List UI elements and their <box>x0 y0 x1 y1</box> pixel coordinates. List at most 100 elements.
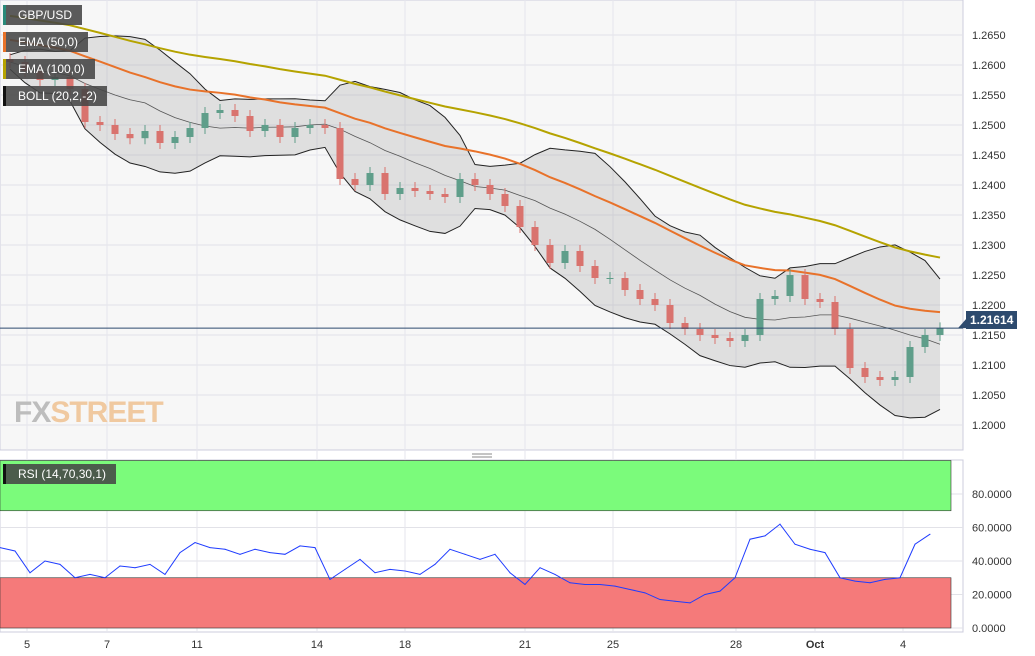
rsi-point <box>869 582 871 584</box>
rsi-point <box>419 573 421 575</box>
candle-body <box>486 185 494 194</box>
rsi-label[interactable]: RSI (14,70,30,1) <box>3 464 117 484</box>
candle-body <box>441 194 449 197</box>
rsi-point <box>449 548 451 550</box>
candle-body <box>771 296 779 299</box>
rsi-point <box>164 573 166 575</box>
candle-body <box>336 128 344 179</box>
rsi-point <box>59 563 61 565</box>
fxstreet-watermark: FXSTREET <box>14 396 164 429</box>
ema50-label[interactable]: EMA (50,0) <box>3 32 89 52</box>
x-tick-label: 25 <box>607 639 619 651</box>
rsi-point <box>209 547 211 549</box>
rsi-point <box>389 568 391 570</box>
candle-body <box>681 323 689 329</box>
y-tick-label: 1.2200 <box>972 300 1006 312</box>
candle-body <box>711 335 719 338</box>
candle-body <box>621 278 629 290</box>
candle-body <box>876 377 884 380</box>
rsi-point <box>599 583 601 585</box>
candle-body <box>141 131 149 139</box>
candle-body <box>276 125 284 137</box>
rsi-point <box>314 547 316 549</box>
candle-body <box>66 77 74 89</box>
candle-body <box>561 251 569 263</box>
candle-body <box>246 116 254 131</box>
rsi-y-tick-label: 0.0000 <box>972 623 1006 635</box>
rsi-point <box>254 548 256 550</box>
ema100-line <box>9 14 941 259</box>
rsi-point <box>914 543 916 545</box>
candle-body <box>861 368 869 377</box>
candle-body <box>666 305 674 323</box>
candle-body <box>366 173 374 185</box>
rsi-point <box>899 577 901 579</box>
rsi-point <box>284 553 286 555</box>
rsi-y-tick-label: 80.0000 <box>972 489 1012 501</box>
rsi-oversold-zone <box>0 577 952 629</box>
symbol-label: GBP/USD <box>3 5 83 25</box>
candle-body <box>186 128 194 137</box>
rsi-point <box>824 552 826 554</box>
candle-body <box>456 179 464 197</box>
rsi-point <box>434 563 436 565</box>
rsi-point <box>344 568 346 570</box>
candle-body <box>726 338 734 341</box>
candle-body <box>801 275 809 299</box>
rsi-point <box>299 545 301 547</box>
y-tick-label: 1.2050 <box>972 390 1006 402</box>
candle-body <box>471 179 479 185</box>
y-tick-label: 1.2400 <box>972 180 1006 192</box>
rsi-y-tick-label: 60.0000 <box>972 523 1012 535</box>
rsi-point <box>689 602 691 604</box>
candle-body <box>156 131 164 143</box>
candle-body <box>96 122 104 125</box>
rsi-point <box>104 577 106 579</box>
x-tick-label: 7 <box>104 639 110 651</box>
rsi-point <box>659 599 661 601</box>
boll-label[interactable]: BOLL (20,2,-2) <box>3 86 107 106</box>
candle-body <box>216 110 224 113</box>
rsi-point <box>359 558 361 560</box>
ema100-label[interactable]: EMA (100,0) <box>3 59 95 79</box>
x-tick-label: 18 <box>399 639 411 651</box>
candle-body <box>411 188 419 191</box>
rsi-point <box>839 577 841 579</box>
rsi-point <box>194 542 196 544</box>
rsi-point <box>614 585 616 587</box>
x-tick-label: 28 <box>730 639 742 651</box>
candle-body <box>291 128 299 137</box>
rsi-point <box>644 592 646 594</box>
candle-body <box>351 179 359 185</box>
rsi-point <box>404 570 406 572</box>
bollinger-upper <box>9 35 941 280</box>
rsi-point <box>134 567 136 569</box>
candle-body <box>231 110 239 116</box>
rsi-point <box>764 535 766 537</box>
candle-body <box>741 335 749 341</box>
candle-body <box>321 125 329 128</box>
rsi-y-tick-label: 40.0000 <box>972 556 1012 568</box>
candle-body <box>651 299 659 305</box>
rsi-point <box>809 548 811 550</box>
candle-body <box>126 134 134 139</box>
candle-body <box>756 299 764 335</box>
candle-body <box>921 335 929 347</box>
y-tick-label: 1.2150 <box>972 330 1006 342</box>
candle-body <box>516 206 524 227</box>
rsi-point <box>704 594 706 595</box>
rsi-point <box>524 583 526 585</box>
x-tick-label: 11 <box>191 639 202 651</box>
y-tick-label: 1.2500 <box>972 120 1006 132</box>
rsi-point <box>89 573 91 575</box>
rsi-point <box>794 543 796 545</box>
rsi-point <box>269 552 271 554</box>
candle-body <box>171 137 179 143</box>
rsi-point <box>584 583 586 585</box>
current-price-arrow <box>958 319 966 329</box>
rsi-point <box>884 578 886 580</box>
candle-body <box>786 275 794 296</box>
rsi-point <box>374 572 376 574</box>
candle-body <box>936 328 944 335</box>
